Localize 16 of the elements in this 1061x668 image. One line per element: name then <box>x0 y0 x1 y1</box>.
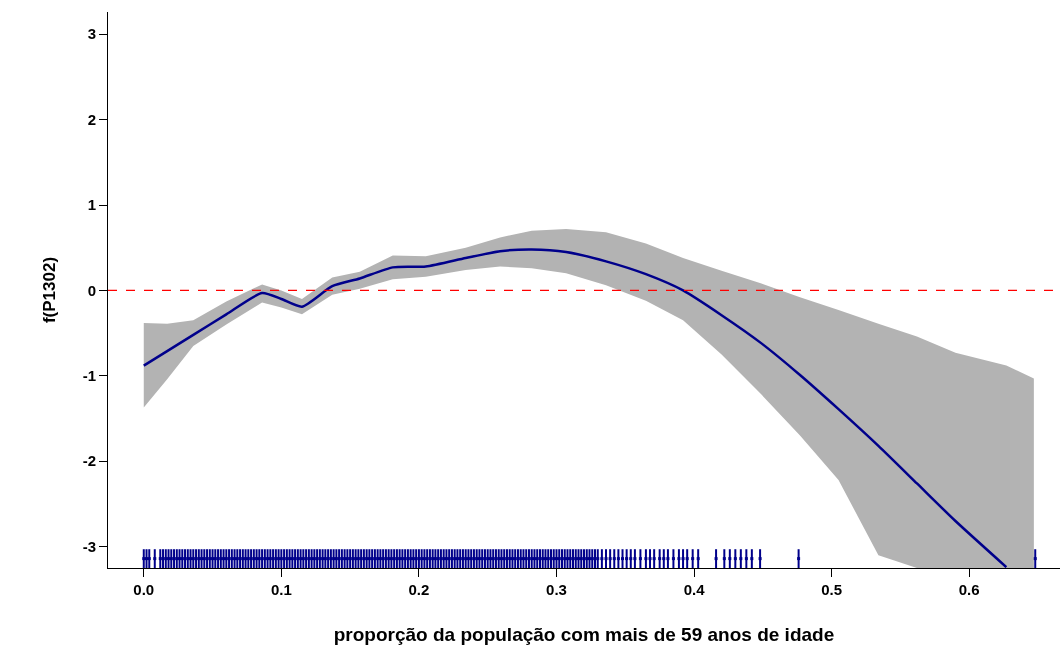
y-axis-title: f(P1302) <box>40 256 60 324</box>
x-tick-label: 0.0 <box>133 581 155 598</box>
y-tick-label: 0 <box>87 281 96 299</box>
y-tick-label: -2 <box>82 452 96 470</box>
x-tick-label: 0.1 <box>270 581 292 598</box>
y-tick-label: -1 <box>82 367 96 385</box>
y-tick-label: -3 <box>82 537 96 555</box>
x-tick-label: 0.2 <box>408 581 430 598</box>
x-tick-label: 0.6 <box>958 581 980 598</box>
x-tick-label: 0.4 <box>683 581 706 598</box>
y-tick-label: 2 <box>87 110 96 128</box>
y-tick-label: 1 <box>87 196 96 214</box>
x-axis-title: proporção da população com mais de 59 anos de idade <box>333 623 835 645</box>
y-tick-label: 3 <box>87 25 96 43</box>
x-tick-label: 0.3 <box>546 581 567 598</box>
x-tick-label: 0.5 <box>821 581 843 598</box>
